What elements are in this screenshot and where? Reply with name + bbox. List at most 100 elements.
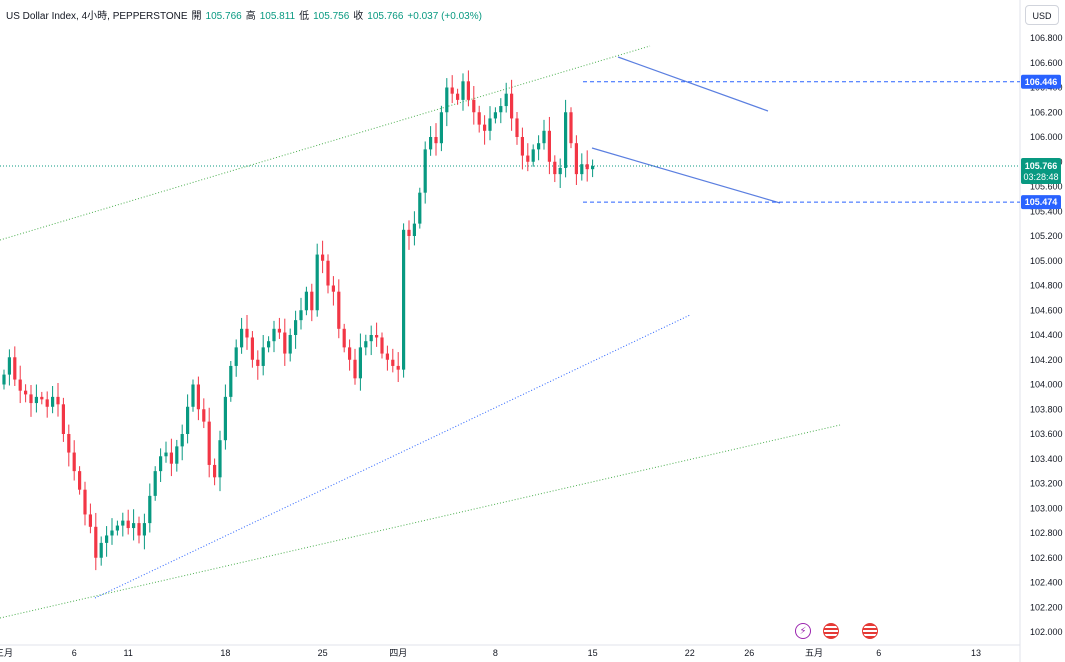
candle[interactable] [256,350,260,380]
candle[interactable] [353,348,357,385]
candle[interactable] [110,518,114,545]
candle[interactable] [402,223,406,378]
candle[interactable] [315,243,319,317]
candle[interactable] [547,116,551,175]
currency-button[interactable]: USD [1025,5,1059,25]
candle[interactable] [326,254,330,294]
candle[interactable] [493,107,497,124]
candle[interactable] [250,331,254,368]
candle[interactable] [510,79,514,131]
candle[interactable] [105,526,109,557]
candle[interactable] [461,73,465,111]
candle[interactable] [466,70,470,107]
candle[interactable] [56,383,60,417]
candle[interactable] [375,322,379,347]
candle[interactable] [569,107,573,149]
candle[interactable] [261,335,265,376]
candle[interactable] [331,276,335,306]
candle[interactable] [148,483,152,533]
candle[interactable] [580,153,584,181]
candle[interactable] [277,317,281,339]
trendline-upper[interactable] [0,45,651,241]
candle[interactable] [553,155,557,183]
candle[interactable] [504,82,508,113]
candle[interactable] [99,536,103,566]
candle[interactable] [526,143,530,172]
candle[interactable] [520,127,524,170]
candle[interactable] [159,448,163,483]
candle[interactable] [396,352,400,383]
candle[interactable] [531,144,535,167]
candle[interactable] [169,438,173,477]
candle[interactable] [137,516,141,544]
candle[interactable] [7,349,11,386]
candle[interactable] [456,88,460,105]
candle[interactable] [364,334,368,356]
candle[interactable] [2,369,6,390]
candle[interactable] [391,348,395,373]
candle[interactable] [537,135,541,161]
trendline-lower[interactable] [0,424,841,619]
candle[interactable] [61,397,65,442]
candle[interactable] [585,150,589,182]
candle[interactable] [369,325,373,356]
candle[interactable] [18,365,22,404]
candle[interactable] [407,220,411,250]
candle[interactable] [304,286,308,316]
lightning-icon[interactable]: ⚡ [795,623,811,639]
candle[interactable] [13,346,17,386]
candle[interactable] [358,333,362,391]
candle[interactable] [29,384,33,417]
candle[interactable] [321,240,325,274]
candle[interactable] [83,481,87,526]
candle[interactable] [423,141,427,204]
candle[interactable] [142,513,146,550]
candle[interactable] [213,458,217,486]
candle[interactable] [450,75,454,104]
candle[interactable] [40,391,44,405]
candle[interactable] [196,376,200,421]
candle[interactable] [72,440,76,481]
candle[interactable] [385,345,389,371]
candle[interactable] [283,318,287,366]
candle[interactable] [202,398,206,429]
candle[interactable] [299,297,303,330]
candle[interactable] [218,430,222,492]
candle[interactable] [337,279,341,339]
candle[interactable] [223,384,227,450]
candle[interactable] [234,339,238,377]
trendline-support[interactable] [94,314,691,599]
candle[interactable] [499,98,503,124]
candle[interactable] [267,336,271,353]
candle[interactable] [67,424,71,467]
candle[interactable] [558,158,562,188]
candle[interactable] [483,115,487,145]
candle[interactable] [272,320,276,353]
candle[interactable] [515,112,519,145]
candle[interactable] [445,78,449,127]
candle[interactable] [240,317,244,354]
candle[interactable] [477,105,481,133]
candle[interactable] [180,424,184,461]
candle[interactable] [94,512,98,571]
candle[interactable] [564,99,568,178]
candle[interactable] [380,332,384,359]
candle[interactable] [418,187,422,229]
candle[interactable] [229,360,233,402]
candle[interactable] [34,384,38,413]
candle[interactable] [24,384,28,403]
candle[interactable] [348,339,352,371]
candle[interactable] [175,439,179,472]
candle[interactable] [310,283,314,322]
candle[interactable] [591,159,595,178]
candle[interactable] [488,106,492,141]
candle[interactable] [51,385,55,414]
candle[interactable] [132,509,136,541]
candle[interactable] [245,314,249,350]
candle[interactable] [153,466,157,501]
candle[interactable] [186,394,190,444]
candle[interactable] [115,520,119,536]
candle[interactable] [121,512,125,537]
candle[interactable] [472,86,476,125]
candle[interactable] [434,123,438,156]
